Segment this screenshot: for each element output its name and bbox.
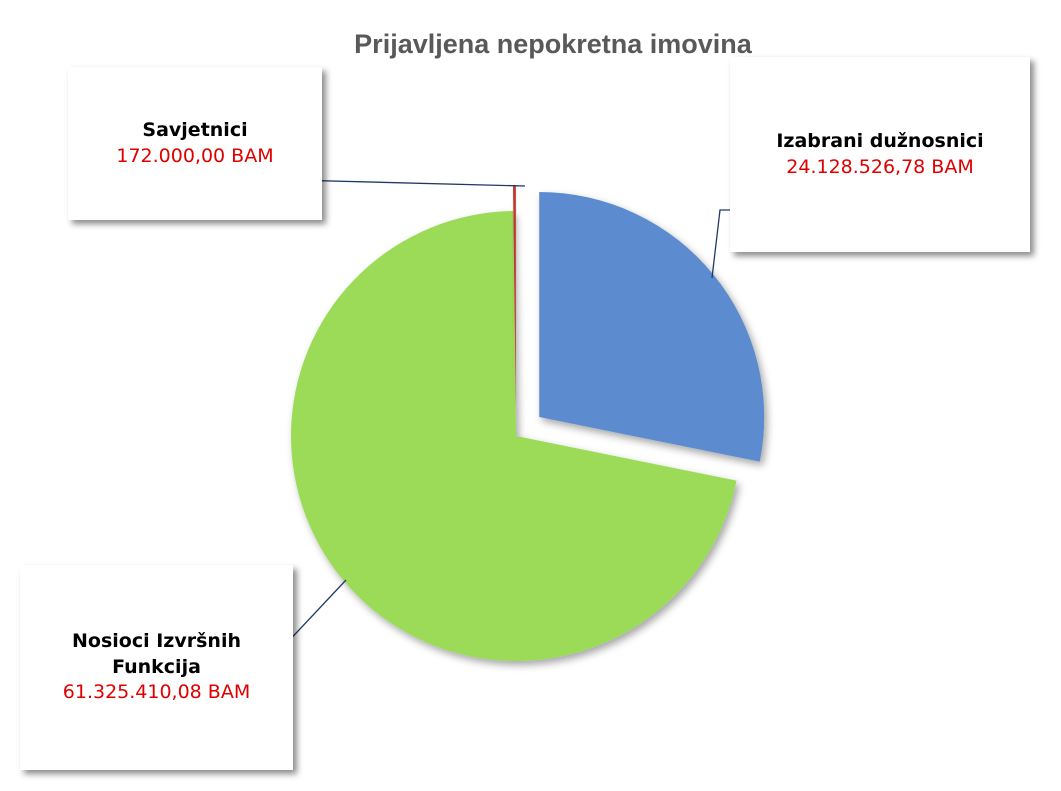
label-box: Savjetnici 172.000,00 BAM — [68, 67, 322, 220]
label-box: Nosioci Izvršnih Funkcija 61.325.410,08 B… — [20, 565, 293, 770]
category-label: Nosioci Izvršnih Funkcija — [72, 630, 241, 678]
pie — [290, 185, 765, 661]
data-label: 172.000,00 BAM — [116, 144, 274, 167]
data-label: 61.325.410,08 BAM — [62, 681, 251, 704]
pie-slice — [512, 185, 516, 411]
category-label: Izabrani dužnosnici — [776, 129, 984, 152]
label-box: Izabrani dužnosnici 24.128.526,78 BAM — [730, 57, 1030, 252]
category-label: Savjetnici — [142, 118, 248, 141]
leader-line — [291, 179, 526, 187]
data-label: 24.128.526,78 BAM — [786, 155, 974, 178]
pie-slice — [539, 192, 765, 462]
pie-slice — [290, 211, 737, 661]
leader-line — [711, 209, 733, 279]
chart-title: Prijavljena nepokretna imovina — [354, 29, 753, 59]
